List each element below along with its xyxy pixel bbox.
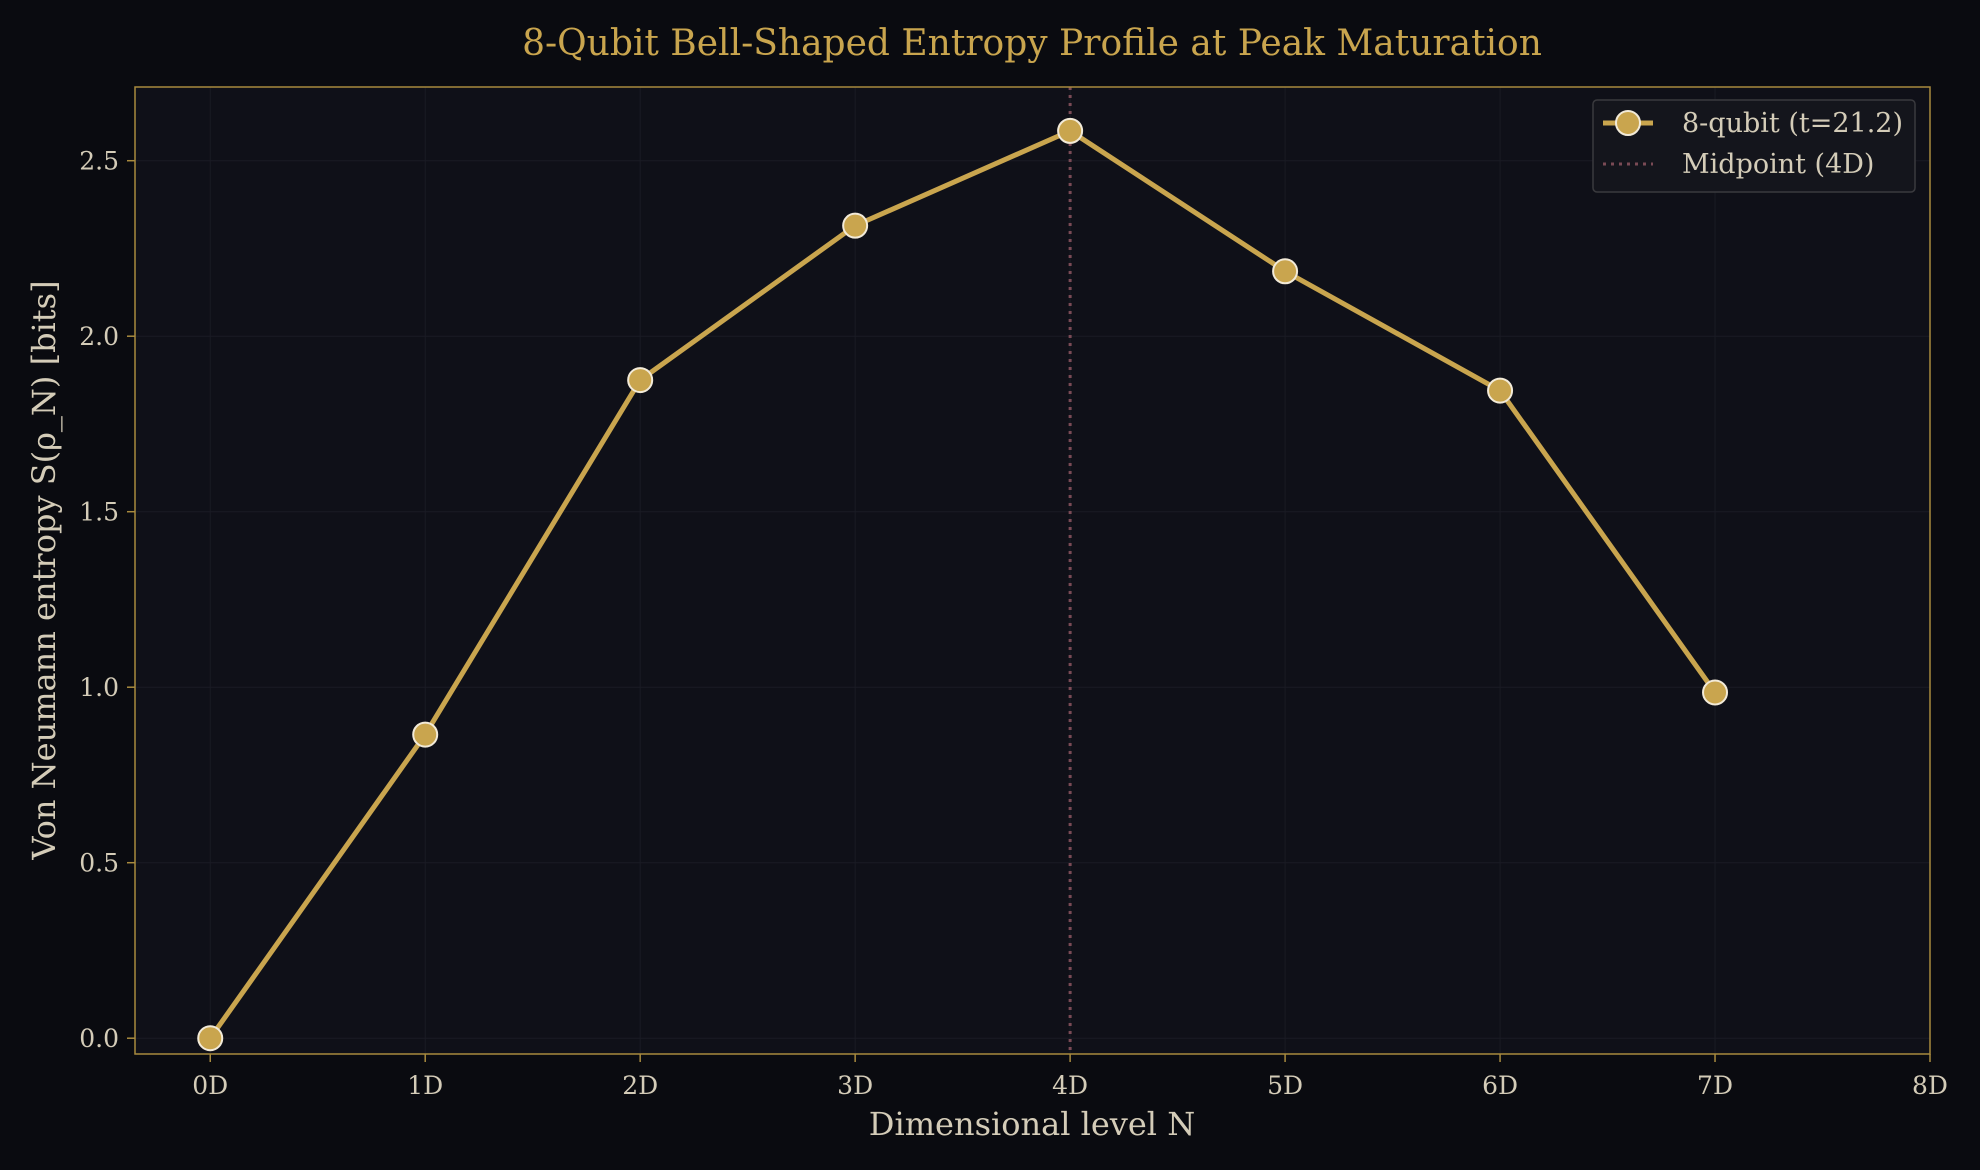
x-tick-label: 4D xyxy=(1052,1071,1088,1100)
data-point xyxy=(627,367,654,394)
x-tick-label: 7D xyxy=(1697,1071,1733,1100)
y-tick-label: 1.0 xyxy=(79,673,119,702)
x-tick-label: 0D xyxy=(192,1071,228,1100)
y-tick-label: 2.5 xyxy=(79,147,119,176)
y-axis-label: Von Neumann entropy S(ρ_N) [bits] xyxy=(25,280,63,860)
x-tick-label: 6D xyxy=(1482,1071,1518,1100)
legend-box xyxy=(1592,99,1916,193)
x-tick-label: 5D xyxy=(1267,1071,1303,1100)
series-layer xyxy=(197,117,1729,1052)
x-axis-ticks: 0D 1D 2D 3D 4D 5D 6D 7D 8D xyxy=(192,1054,1948,1100)
x-tick-label: 2D xyxy=(622,1071,658,1100)
data-point xyxy=(1487,377,1514,404)
y-tick-label: 1.5 xyxy=(79,498,119,527)
legend-midpoint-label: Midpoint (4D) xyxy=(1682,149,1874,180)
legend: 8-qubit (t=21.2) Midpoint (4D) xyxy=(1592,99,1916,193)
data-point xyxy=(1057,117,1084,144)
plot-frame xyxy=(134,86,1931,1055)
data-point xyxy=(197,1025,224,1052)
series-line xyxy=(208,128,1718,1040)
data-point xyxy=(1702,679,1729,706)
data-point xyxy=(842,212,869,239)
x-tick-label: 3D xyxy=(837,1071,873,1100)
y-tick-label: 0.0 xyxy=(79,1024,119,1053)
y-axis-ticks: 0.0 0.5 1.0 1.5 2.0 2.5 xyxy=(79,147,135,1053)
y-tick-label: 2.0 xyxy=(79,322,119,351)
x-tick-label: 1D xyxy=(407,1071,443,1100)
legend-series-marker xyxy=(1615,110,1641,136)
y-tick-label: 0.5 xyxy=(79,849,119,878)
x-axis-label: Dimensional level N xyxy=(869,1105,1195,1143)
legend-series-label: 8-qubit (t=21.2) xyxy=(1682,108,1903,139)
data-point xyxy=(412,721,439,748)
plot-area xyxy=(135,87,1930,1054)
chart-title: 8-Qubit Bell-Shaped Entropy Profile at P… xyxy=(522,23,1542,64)
x-tick-label: 8D xyxy=(1912,1071,1948,1100)
data-point xyxy=(1272,258,1299,285)
